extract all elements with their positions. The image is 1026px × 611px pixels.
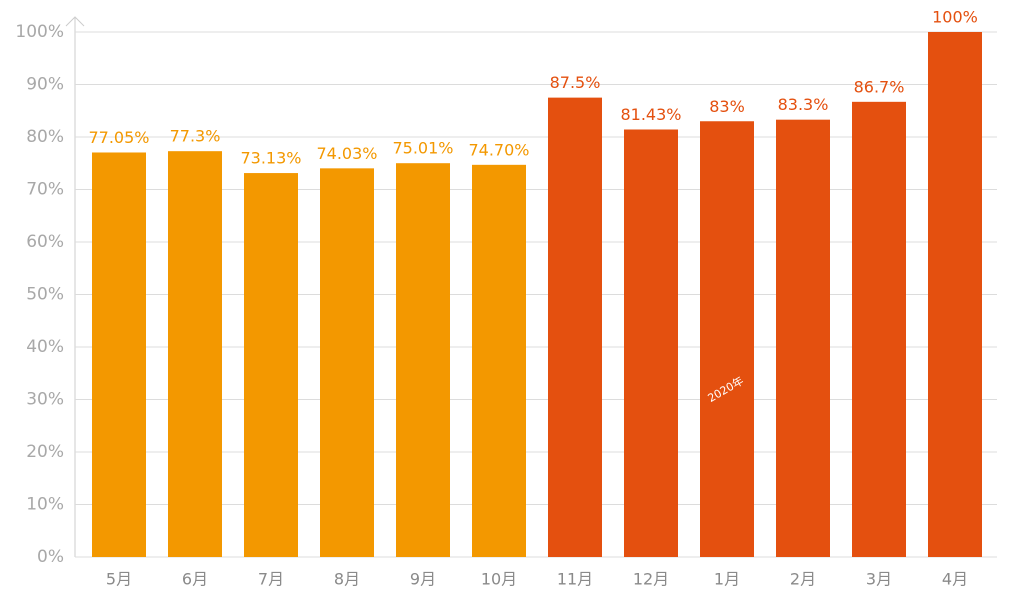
y-tick-label: 90% xyxy=(26,75,64,95)
value-label: 75.01% xyxy=(392,139,453,158)
bar xyxy=(548,97,602,557)
bar xyxy=(700,121,754,557)
value-label: 77.05% xyxy=(88,128,149,147)
y-tick-label: 100% xyxy=(15,22,64,42)
bar xyxy=(776,119,830,558)
value-label: 73.13% xyxy=(240,149,301,168)
x-tick-label: 10月 xyxy=(481,570,517,589)
y-tick-label: 20% xyxy=(26,442,64,462)
bar xyxy=(396,163,450,557)
value-label: 100% xyxy=(932,8,978,27)
x-tick-label: 11月 xyxy=(557,570,593,589)
value-label: 74.70% xyxy=(468,140,529,159)
x-tick-label: 8月 xyxy=(334,570,360,589)
y-tick-label: 60% xyxy=(26,232,64,252)
x-tick-label: 1月 xyxy=(714,570,740,589)
value-label: 83.3% xyxy=(778,95,829,114)
bar xyxy=(472,164,526,557)
x-tick-label: 4月 xyxy=(942,570,968,589)
x-tick-label: 9月 xyxy=(410,570,436,589)
x-tick-label: 12月 xyxy=(633,570,669,589)
value-label: 77.3% xyxy=(170,127,221,146)
x-tick-label: 2月 xyxy=(790,570,816,589)
x-tick-label: 6月 xyxy=(182,570,208,589)
y-tick-label: 10% xyxy=(26,495,64,515)
x-tick-label: 3月 xyxy=(866,570,892,589)
bar xyxy=(168,151,222,558)
value-label: 81.43% xyxy=(620,105,681,124)
value-label: 74.03% xyxy=(316,144,377,163)
value-label: 87.5% xyxy=(550,73,601,92)
bar xyxy=(928,32,982,557)
bar xyxy=(624,129,678,557)
y-tick-label: 70% xyxy=(26,180,64,200)
x-tick-label: 5月 xyxy=(106,570,132,589)
x-tick-label: 7月 xyxy=(258,570,284,589)
y-tick-label: 80% xyxy=(26,127,64,147)
value-label: 86.7% xyxy=(854,77,905,96)
bar xyxy=(92,152,146,558)
bar xyxy=(244,173,298,557)
y-tick-label: 40% xyxy=(26,337,64,357)
y-axis-arrow xyxy=(65,16,85,27)
bar xyxy=(320,168,374,557)
y-tick-label: 30% xyxy=(26,390,64,410)
y-tick-label: 50% xyxy=(26,285,64,305)
value-label: 83% xyxy=(709,97,745,116)
y-tick-label: 0% xyxy=(37,547,64,567)
bar xyxy=(852,101,906,557)
